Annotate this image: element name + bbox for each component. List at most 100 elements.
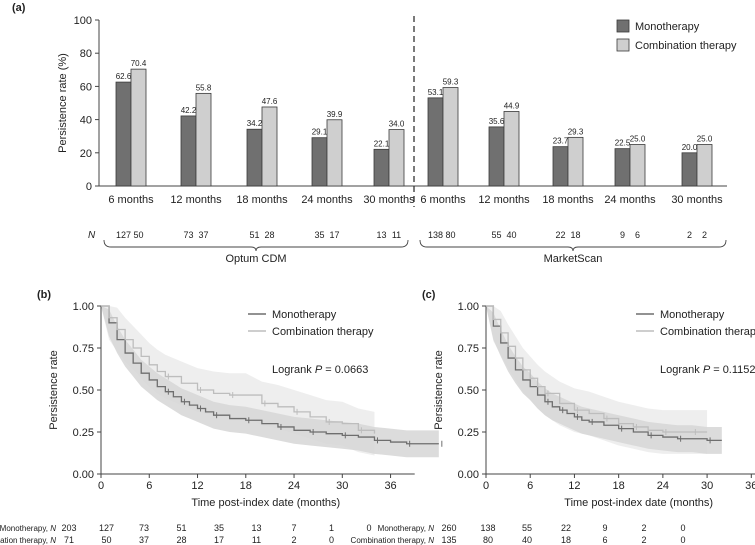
x-tick-label-a: 6 months [108, 194, 154, 206]
risk-table-value: 0 [680, 535, 685, 545]
risk-table-label: Combination therapy, N [0, 536, 56, 545]
n-value: 6 [635, 230, 640, 240]
logrank-value: = 0.1152 [710, 364, 755, 376]
x-tick-label-a: 30 months [671, 194, 723, 206]
risk-table-value: 203 [61, 523, 76, 533]
y-tick-label: 0.25 [458, 427, 479, 439]
bar-value-label: 22.1 [374, 139, 390, 148]
n-value: 138 [428, 230, 443, 240]
y-tick-label-a: 40 [80, 115, 92, 127]
bar-value-label: 25.0 [697, 135, 713, 144]
n-value: 2 [687, 230, 692, 240]
risk-table-value: 37 [139, 535, 149, 545]
risk-table-value: 28 [176, 535, 186, 545]
bar-value-label: 70.4 [131, 59, 147, 68]
n-value: 17 [329, 230, 339, 240]
bar-value-label: 55.8 [196, 83, 212, 92]
legend-label-a: Combination therapy [635, 40, 737, 52]
risk-table-label: Monotherapy, N [378, 524, 435, 533]
y-tick-label: 1.00 [73, 301, 94, 313]
risk-table-value: 7 [291, 523, 296, 533]
x-tick-label-a: 24 months [301, 194, 353, 206]
y-tick-label-a: 80 [80, 48, 92, 60]
risk-table-n: N [428, 524, 434, 533]
risk-table-value: 135 [441, 535, 456, 545]
legend-label-a: Monotherapy [635, 21, 700, 33]
bar-monotherapy [180, 115, 197, 187]
bar-value-label: 35.6 [489, 117, 505, 126]
bar-combination [130, 68, 147, 187]
y-axis-label: Persistence rate [48, 350, 60, 429]
km-curve-monotherapy [101, 305, 439, 445]
risk-table-value: 0 [366, 523, 371, 533]
bar-value-label: 34.0 [389, 120, 405, 129]
y-tick-label-a: 0 [86, 181, 92, 193]
x-tick-label-a: 18 months [236, 194, 288, 206]
bar-value-label: 20.0 [682, 143, 698, 152]
bar-combination [388, 129, 405, 187]
bar-value-label: 23.7 [553, 137, 569, 146]
n-value: 55 [491, 230, 501, 240]
y-tick-label-a: 100 [74, 15, 92, 27]
legend-swatch-combination [616, 38, 630, 52]
risk-table-value: 9 [602, 523, 607, 533]
risk-table-value: 51 [176, 523, 186, 533]
km-chart-panel-b: (b)0.000.250.500.751.000 6 12 18 24 30 36Time … [0, 289, 443, 545]
n-value: 73 [183, 230, 193, 240]
bar-value-label: 22.5 [615, 139, 631, 148]
bar-value-label: 25.0 [630, 135, 646, 144]
n-value: 51 [249, 230, 259, 240]
logrank-annotation: Logrank P = 0.1152 [660, 364, 755, 376]
confidence-band [486, 306, 708, 454]
risk-table-n: N [50, 536, 56, 545]
group-bracket [103, 239, 409, 252]
bar-value-label: 29.1 [312, 128, 328, 137]
y-tick-label-a: 20 [80, 148, 92, 160]
y-tick-label: 0.50 [458, 385, 479, 397]
bar-combination [503, 111, 520, 187]
bar-value-label: 29.3 [568, 127, 584, 136]
panel-label: (c) [422, 289, 436, 301]
bar-value-label: 62.6 [116, 72, 132, 81]
y-tick-label: 0.25 [73, 427, 94, 439]
n-value: 127 [116, 230, 131, 240]
x-tick-label: 12 [191, 480, 203, 492]
y-tick-label: 0.00 [458, 469, 479, 481]
risk-table-value: 50 [101, 535, 111, 545]
bar-value-label: 44.9 [504, 101, 520, 110]
y-tick-label: 0.00 [73, 469, 94, 481]
x-tick-label-a: 18 months [542, 194, 594, 206]
bar-value-label: 34.2 [247, 119, 263, 128]
bar-combination [696, 144, 713, 187]
n-value: 40 [506, 230, 516, 240]
x-tick-label: 36 [745, 480, 755, 492]
bar-combination [629, 144, 646, 187]
km-curve-combination [486, 305, 708, 433]
risk-table-value: 1 [329, 523, 334, 533]
logrank-annotation: Logrank P = 0.0663 [272, 364, 368, 376]
risk-table-value: 80 [483, 535, 493, 545]
bar-combination [326, 119, 343, 187]
risk-table-value: 22 [561, 523, 571, 533]
risk-table-value: 2 [291, 535, 296, 545]
risk-table-value: 127 [99, 523, 114, 533]
x-tick-label: 24 [657, 480, 669, 492]
km-curve-combination [101, 305, 376, 434]
y-tick-label: 0.75 [458, 343, 479, 355]
x-tick-label-a: 24 months [604, 194, 656, 206]
y-axis-label: Persistence rate [433, 350, 445, 429]
bar-combination [442, 87, 459, 187]
group-bracket [419, 239, 727, 252]
risk-table-value: 2 [641, 535, 646, 545]
km-chart-panel-c: (c) 0.00 0.25 0.50 0.75 1.00 0 6 12 18 24 30 36 Time … [351, 289, 755, 545]
x-tick-label: 30 [336, 480, 348, 492]
bar-chart-panel-a: (a) 0 20 40 60 80 100 Persistence rate (%) N 62.6… [12, 2, 737, 265]
n-value: 37 [198, 230, 208, 240]
x-axis-label: Time post-index date (months) [564, 497, 713, 509]
x-tick-label: 0 [483, 480, 489, 492]
x-tick-label: 24 [288, 480, 300, 492]
risk-table-value: 6 [602, 535, 607, 545]
n-value: 35 [314, 230, 324, 240]
bar-monotherapy [681, 152, 698, 187]
